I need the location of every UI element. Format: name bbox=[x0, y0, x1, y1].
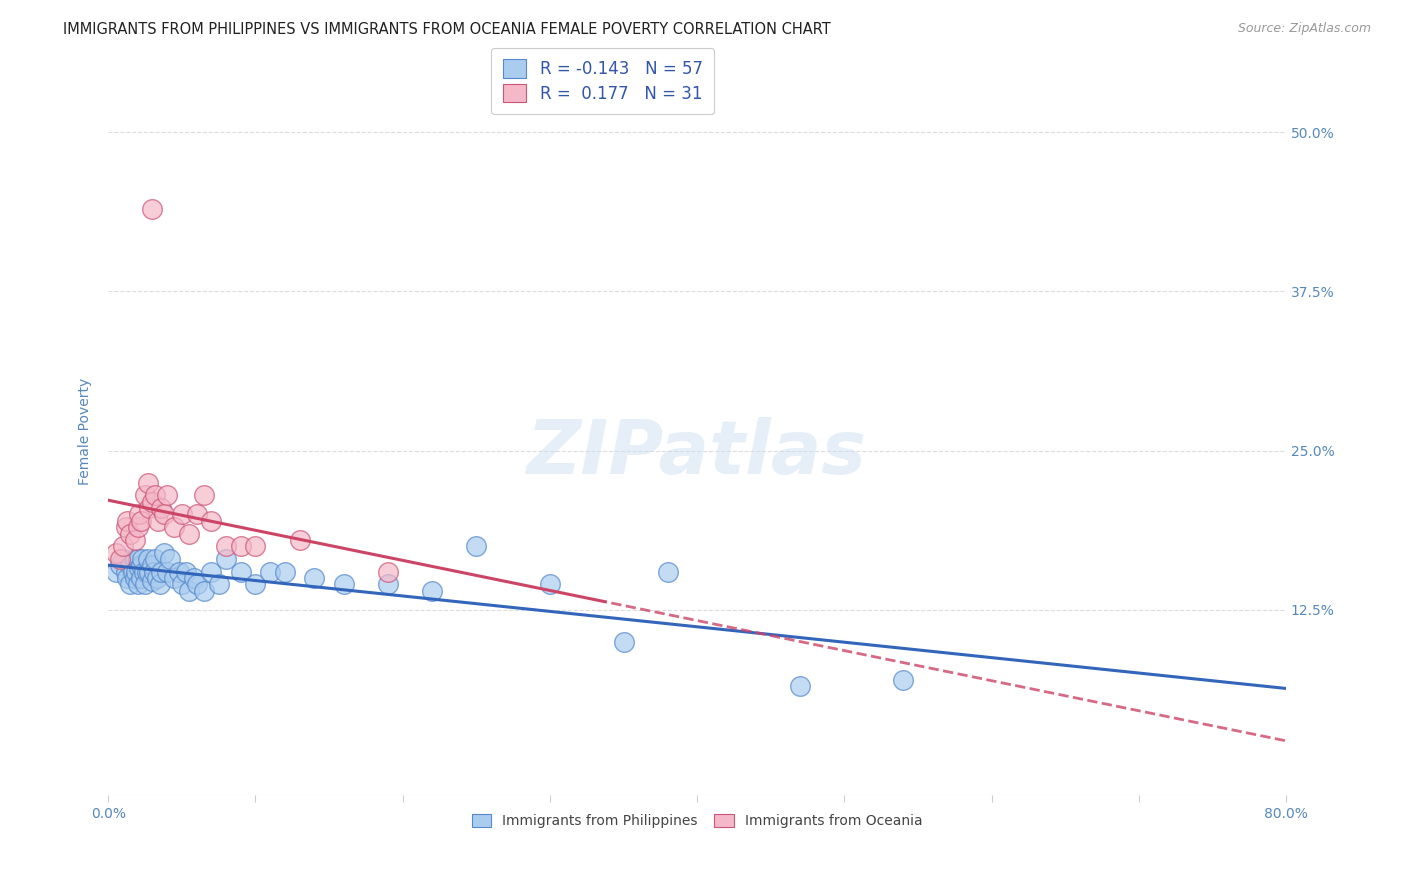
Point bbox=[131, 552, 153, 566]
Point bbox=[141, 494, 163, 508]
Point bbox=[143, 488, 166, 502]
Point bbox=[183, 571, 205, 585]
Point bbox=[193, 583, 215, 598]
Point bbox=[274, 565, 297, 579]
Point bbox=[304, 571, 326, 585]
Point bbox=[115, 565, 138, 579]
Point bbox=[108, 558, 131, 573]
Point bbox=[377, 565, 399, 579]
Point bbox=[138, 565, 160, 579]
Point bbox=[215, 552, 238, 566]
Point bbox=[148, 514, 170, 528]
Point bbox=[128, 561, 150, 575]
Y-axis label: Female Poverty: Female Poverty bbox=[79, 378, 93, 485]
Point bbox=[143, 552, 166, 566]
Point bbox=[159, 552, 181, 566]
Point bbox=[115, 520, 138, 534]
Text: Source: ZipAtlas.com: Source: ZipAtlas.com bbox=[1237, 22, 1371, 36]
Point bbox=[186, 508, 208, 522]
Point bbox=[186, 577, 208, 591]
Point bbox=[128, 508, 150, 522]
Point bbox=[135, 565, 157, 579]
Point bbox=[142, 565, 165, 579]
Point bbox=[117, 571, 139, 585]
Point bbox=[789, 680, 811, 694]
Point bbox=[120, 526, 142, 541]
Text: ZIPatlas: ZIPatlas bbox=[527, 417, 868, 490]
Point bbox=[141, 574, 163, 588]
Point bbox=[141, 202, 163, 216]
Point bbox=[111, 539, 134, 553]
Point bbox=[122, 565, 145, 579]
Point bbox=[117, 514, 139, 528]
Point bbox=[333, 577, 356, 591]
Point bbox=[141, 558, 163, 573]
Point bbox=[120, 558, 142, 573]
Point bbox=[150, 565, 173, 579]
Point bbox=[170, 577, 193, 591]
Point bbox=[245, 577, 267, 591]
Point bbox=[208, 577, 231, 591]
Point bbox=[174, 565, 197, 579]
Point bbox=[150, 501, 173, 516]
Point bbox=[127, 520, 149, 534]
Point bbox=[193, 488, 215, 502]
Point bbox=[125, 565, 148, 579]
Point bbox=[420, 583, 443, 598]
Point bbox=[156, 565, 179, 579]
Point bbox=[111, 552, 134, 566]
Point bbox=[200, 514, 222, 528]
Point bbox=[288, 533, 311, 547]
Point bbox=[153, 508, 176, 522]
Point bbox=[108, 552, 131, 566]
Point bbox=[170, 508, 193, 522]
Point bbox=[612, 635, 634, 649]
Point bbox=[163, 520, 186, 534]
Point bbox=[134, 577, 156, 591]
Point bbox=[215, 539, 238, 553]
Point bbox=[156, 488, 179, 502]
Point bbox=[120, 577, 142, 591]
Point bbox=[153, 546, 176, 560]
Point bbox=[132, 565, 155, 579]
Point bbox=[229, 539, 252, 553]
Point bbox=[129, 558, 152, 573]
Point bbox=[163, 571, 186, 585]
Point bbox=[657, 565, 679, 579]
Point bbox=[129, 571, 152, 585]
Point bbox=[146, 571, 169, 585]
Point bbox=[104, 546, 127, 560]
Point bbox=[127, 577, 149, 591]
Point bbox=[259, 565, 281, 579]
Point bbox=[124, 533, 146, 547]
Point bbox=[138, 501, 160, 516]
Point bbox=[136, 552, 159, 566]
Point bbox=[229, 565, 252, 579]
Point bbox=[891, 673, 914, 687]
Point bbox=[200, 565, 222, 579]
Point bbox=[377, 577, 399, 591]
Point bbox=[124, 571, 146, 585]
Point bbox=[465, 539, 488, 553]
Point bbox=[179, 526, 201, 541]
Point bbox=[104, 565, 127, 579]
Point bbox=[136, 475, 159, 490]
Point bbox=[127, 552, 149, 566]
Point bbox=[129, 514, 152, 528]
Point bbox=[167, 565, 190, 579]
Point bbox=[538, 577, 561, 591]
Point bbox=[149, 577, 172, 591]
Point bbox=[245, 539, 267, 553]
Point bbox=[134, 488, 156, 502]
Legend: Immigrants from Philippines, Immigrants from Oceania: Immigrants from Philippines, Immigrants … bbox=[465, 806, 929, 835]
Text: IMMIGRANTS FROM PHILIPPINES VS IMMIGRANTS FROM OCEANIA FEMALE POVERTY CORRELATIO: IMMIGRANTS FROM PHILIPPINES VS IMMIGRANT… bbox=[63, 22, 831, 37]
Point bbox=[179, 583, 201, 598]
Point bbox=[124, 552, 146, 566]
